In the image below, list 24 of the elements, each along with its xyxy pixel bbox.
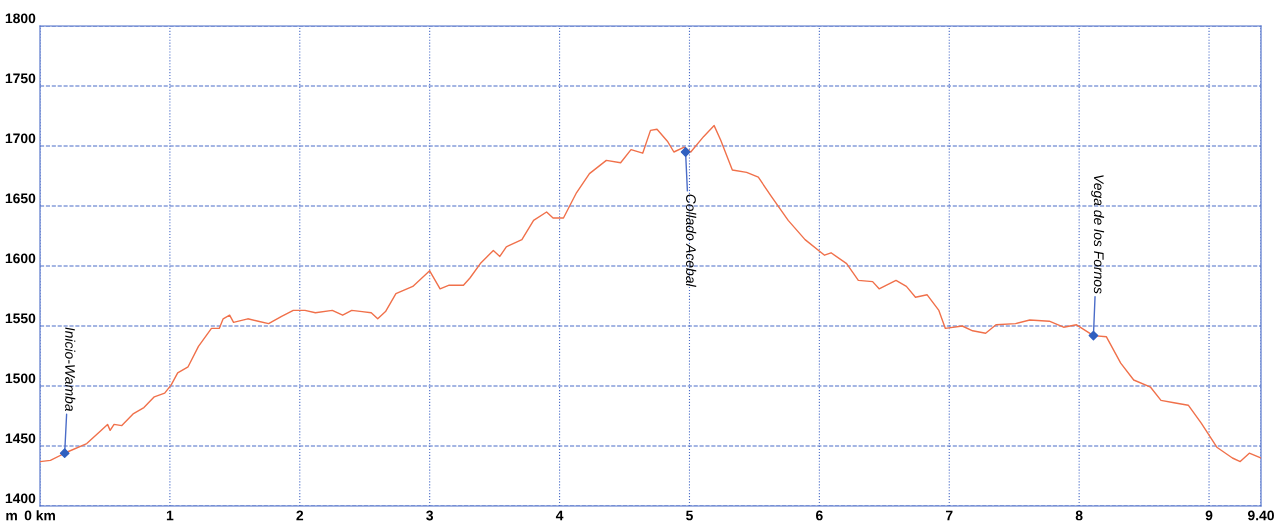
y-tick-label: 1750 (5, 73, 36, 84)
x-tick-label: 6 (816, 510, 823, 521)
annotation: Inicio-Wamba (65, 327, 76, 412)
y-tick-label: 1800 (5, 13, 36, 24)
x-tick-label: 2 (296, 510, 304, 521)
x-tick-label: 5 (686, 510, 693, 521)
y-axis-title: m (6, 512, 17, 521)
x-tick-label: 9 (1205, 510, 1213, 521)
x-tick-label: 8 (1075, 510, 1083, 521)
x-tick-label: 0 km (24, 510, 55, 521)
y-tick-label: 1450 (5, 433, 36, 444)
x-tick-label: 1 (166, 510, 174, 521)
annotation: Vega de los Fornos (1091, 175, 1105, 294)
y-tick-label: 1500 (5, 373, 36, 384)
y-tick-label: 1600 (5, 253, 36, 264)
y-tick-label: 1700 (5, 133, 36, 144)
x-tick-label: 4 (555, 510, 564, 521)
y-tick-label: 1650 (5, 193, 36, 204)
y-tick-label: 1550 (5, 313, 36, 324)
x-tick-label: 7 (945, 510, 953, 521)
annotation: Collado Acebal (686, 194, 697, 287)
x-tick-label: 9.40 (1247, 510, 1274, 521)
y-tick-label: 1400 (5, 493, 36, 504)
x-tick-label: 3 (426, 510, 434, 521)
